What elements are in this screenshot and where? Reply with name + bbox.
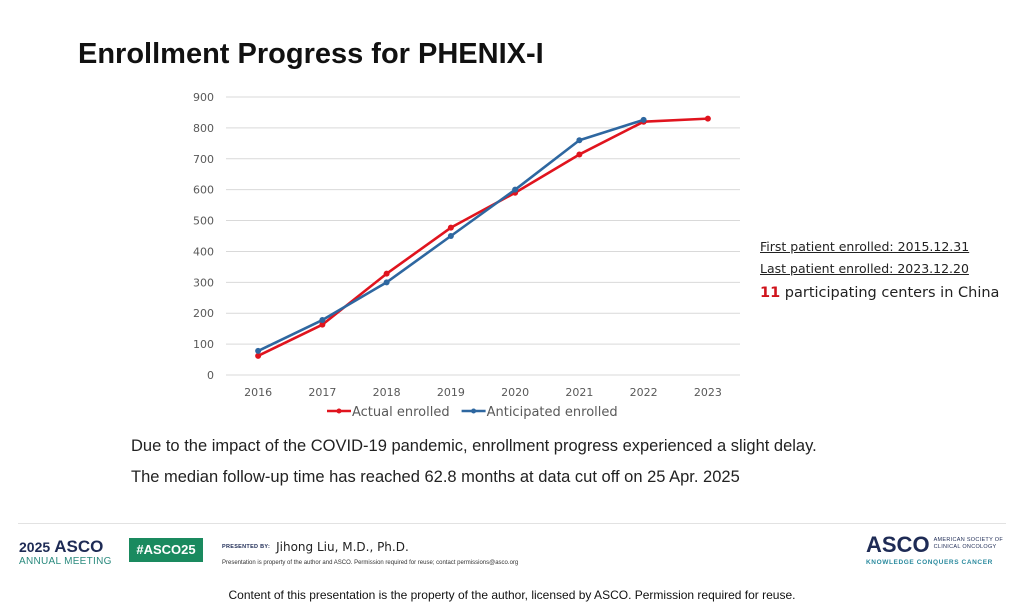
legend-label: Anticipated enrolled	[487, 405, 618, 420]
data-point	[319, 321, 326, 328]
summary-line: The median follow-up time has reached 62…	[131, 468, 740, 486]
copyright-caption: Content of this presentation is the prop…	[228, 588, 796, 602]
y-tick-label: 800	[193, 122, 214, 135]
data-point	[383, 270, 390, 277]
slide-title: Enrollment Progress for PHENIX-I	[78, 38, 544, 70]
side-notes: First patient enrolled: 2015.12.31 Last …	[760, 236, 999, 305]
hashtag-badge: #ASCO25	[129, 538, 203, 562]
y-tick-label: 900	[193, 91, 214, 104]
legend-item: Actual enrolled	[327, 405, 450, 420]
legend-label: Actual enrolled	[352, 405, 450, 420]
series-lines	[255, 115, 711, 359]
org-tagline: KNOWLEDGE CONQUERS CANCER	[866, 559, 993, 566]
x-tick-label: 2021	[565, 386, 593, 399]
x-tick-label: 2017	[308, 386, 336, 399]
series-anticipated-enrolled	[255, 116, 647, 354]
legend: Actual enrolled Anticipated enrolled	[327, 405, 618, 420]
x-tick-label: 2020	[501, 386, 529, 399]
y-tick-label: 0	[207, 369, 214, 382]
y-axis-ticks: 0 100 200 300 400 500 600 700 800 900	[193, 91, 214, 382]
y-tick-label: 700	[193, 153, 214, 166]
data-point	[640, 116, 647, 123]
presented-by-label: PRESENTED BY:	[222, 543, 271, 550]
y-tick-label: 400	[193, 245, 214, 258]
data-point	[319, 317, 326, 324]
y-tick-label: 500	[193, 215, 214, 228]
legend-swatch-marker	[471, 408, 477, 414]
centers-text: participating centers in China	[780, 285, 1000, 301]
data-point	[704, 115, 711, 122]
data-point	[512, 186, 519, 193]
data-point	[576, 151, 583, 158]
org-name: AMERICAN SOCIETY OF CLINICAL ONCOLOGY	[933, 537, 1004, 550]
x-tick-label: 2022	[630, 386, 658, 399]
data-point	[447, 224, 454, 231]
x-tick-label: 2019	[437, 386, 465, 399]
x-tick-label: 2023	[694, 386, 722, 399]
presenter-block: PRESENTED BY: Jihong Liu, M.D., Ph.D. Pre…	[222, 538, 518, 566]
y-tick-label: 100	[193, 338, 214, 351]
centers-note: 11 participating centers in China	[760, 281, 999, 305]
centers-count: 11	[760, 285, 781, 301]
last-patient-note: Last patient enrolled: 2023.12.20	[760, 261, 969, 276]
x-tick-label: 2018	[373, 386, 401, 399]
data-point	[255, 347, 262, 354]
slide: Enrollment Progress for PHENIX-I 0 100 200…	[18, 38, 1006, 567]
first-patient-note: First patient enrolled: 2015.12.31	[760, 239, 970, 254]
asco-org-logo: ASCO AMERICAN SOCIETY OF CLINICAL ONCOLOGY…	[866, 532, 1004, 567]
gridlines	[226, 96, 740, 376]
x-axis-ticks: 2016 2017 2018 2019 2020 2021 2022 2023	[244, 386, 722, 399]
x-tick-label: 2016	[244, 386, 272, 399]
meeting-brand: ASCO	[54, 537, 104, 556]
y-tick-label: 300	[193, 276, 214, 289]
data-point	[383, 279, 390, 286]
data-point	[447, 233, 454, 239]
legend-swatch-marker	[336, 408, 342, 414]
data-point	[255, 352, 262, 359]
y-tick-label: 600	[193, 184, 214, 197]
presenter-name: Jihong Liu, M.D., Ph.D.	[276, 539, 409, 554]
asco-annual-meeting-logo: 2025 ASCO ANNUAL MEETING	[19, 538, 112, 567]
summary-text: Due to the impact of the COVID-19 pandem…	[131, 437, 817, 499]
org-brand: ASCO	[866, 532, 930, 557]
permission-notice: Presentation is property of the author a…	[222, 560, 519, 566]
summary-line: Due to the impact of the COVID-19 pandem…	[131, 437, 817, 455]
meeting-subtitle: ANNUAL MEETING	[19, 556, 112, 567]
meeting-year: 2025	[19, 539, 51, 555]
legend-item: Anticipated enrolled	[461, 405, 618, 420]
footer-divider	[18, 523, 1006, 524]
data-point	[576, 137, 583, 144]
y-tick-label: 200	[193, 307, 214, 320]
series-line	[257, 117, 708, 358]
